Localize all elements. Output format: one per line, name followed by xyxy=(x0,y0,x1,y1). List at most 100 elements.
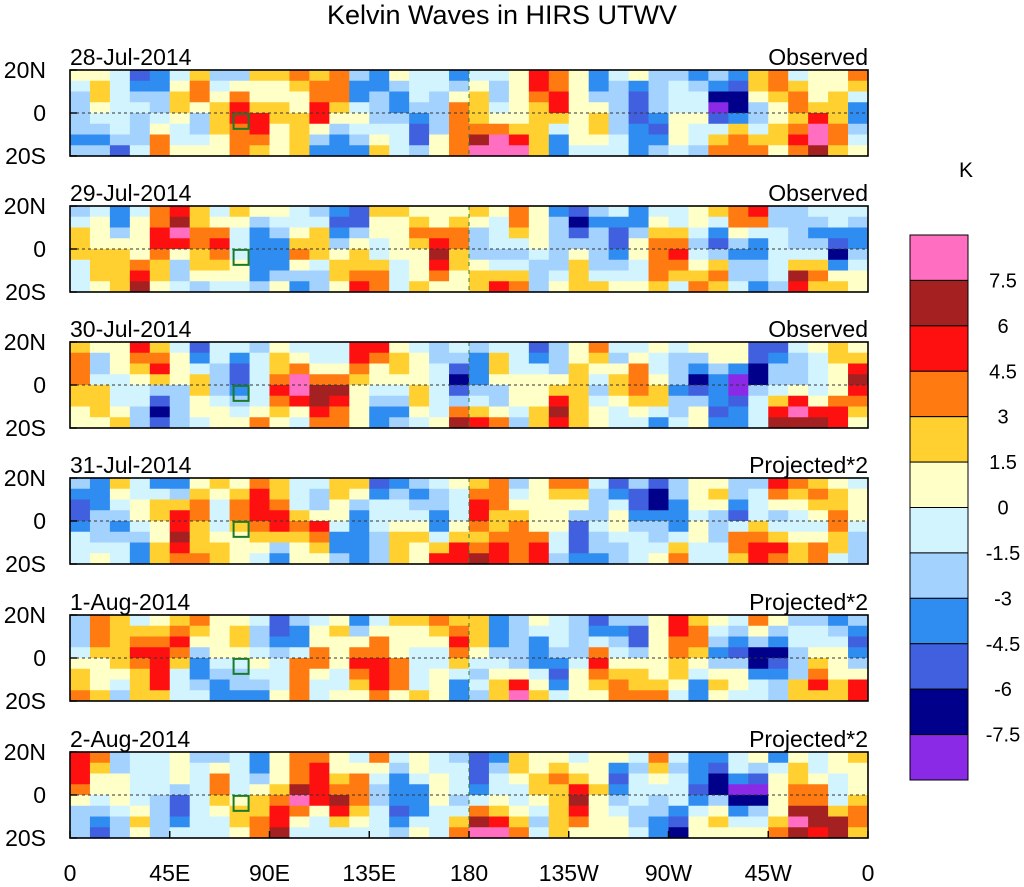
field-cell xyxy=(628,827,649,839)
field-cell xyxy=(508,658,530,670)
field-cell xyxy=(768,762,789,774)
field-cell xyxy=(329,134,350,146)
field-cell xyxy=(269,510,290,522)
field-cell xyxy=(429,249,450,261)
field-cell xyxy=(469,80,490,92)
field-cell xyxy=(89,91,111,103)
field-cell xyxy=(848,668,869,680)
field-cell xyxy=(668,553,689,565)
field-cell xyxy=(628,805,649,817)
field-cell xyxy=(389,679,410,691)
panel-kind: Projected*2 xyxy=(749,452,868,478)
colorbar-segment xyxy=(909,370,969,418)
field-cell xyxy=(688,206,709,218)
field-cell xyxy=(648,499,669,511)
field-cell xyxy=(369,102,390,114)
field-cell xyxy=(728,805,749,817)
field-cell xyxy=(289,227,310,239)
field-cell xyxy=(109,249,131,261)
field-cell xyxy=(349,102,370,114)
field-cell xyxy=(728,784,749,796)
field-cell xyxy=(488,542,510,554)
field-cell xyxy=(289,113,310,125)
field-cell xyxy=(289,91,310,103)
field-cell xyxy=(588,342,610,354)
field-cell xyxy=(469,249,490,261)
field-cell xyxy=(469,385,490,397)
field-cell xyxy=(229,374,250,386)
field-cell xyxy=(528,805,550,817)
field-cell xyxy=(349,206,370,218)
field-cell xyxy=(109,521,131,533)
field-cell xyxy=(508,102,530,114)
field-cell xyxy=(568,762,590,774)
field-cell xyxy=(628,134,649,146)
field-cell xyxy=(269,752,290,764)
field-cell xyxy=(708,510,729,522)
field-cell xyxy=(668,249,689,261)
field-cell xyxy=(209,510,230,522)
field-cell xyxy=(329,406,350,418)
field-cell xyxy=(109,70,131,82)
field-cell xyxy=(828,488,849,500)
panel-date: 29-Jul-2014 xyxy=(70,180,192,206)
field-cell xyxy=(249,510,270,522)
field-cell xyxy=(688,510,709,522)
field-cell xyxy=(628,636,649,648)
field-cell xyxy=(429,70,450,82)
field-cell xyxy=(748,690,769,702)
field-cell xyxy=(169,827,191,839)
field-cell xyxy=(289,352,310,364)
field-cell xyxy=(129,510,151,522)
field-cell xyxy=(688,805,709,817)
field-cell xyxy=(269,553,290,565)
field-cell xyxy=(129,679,151,691)
field-cell xyxy=(548,102,570,114)
field-cell xyxy=(349,762,370,774)
field-cell xyxy=(129,690,151,702)
field-cell xyxy=(70,342,91,354)
field-cell xyxy=(808,752,829,764)
field-cell xyxy=(788,510,809,522)
field-cell xyxy=(688,102,709,114)
field-cell xyxy=(169,658,191,670)
field-cell xyxy=(349,281,370,293)
field-cell xyxy=(788,281,809,293)
field-cell xyxy=(70,553,91,565)
field-cell xyxy=(289,374,310,386)
field-cell xyxy=(848,690,869,702)
field-cell xyxy=(249,816,270,828)
field-cell xyxy=(768,773,789,785)
field-cell xyxy=(668,102,689,114)
field-cell xyxy=(109,134,131,146)
field-cell xyxy=(548,690,570,702)
field-cell xyxy=(648,80,669,92)
field-cell xyxy=(169,70,191,82)
field-cell xyxy=(129,615,151,627)
field-cell xyxy=(488,342,510,354)
field-cell xyxy=(648,123,669,135)
field-cell xyxy=(409,270,430,282)
field-cell xyxy=(70,123,91,135)
field-cell xyxy=(608,395,629,407)
field-cell xyxy=(70,647,91,659)
field-cell xyxy=(568,553,590,565)
field-cell xyxy=(808,70,829,82)
field-cell xyxy=(349,216,370,228)
field-cell xyxy=(469,499,490,511)
field-cell xyxy=(748,615,769,627)
field-cell xyxy=(329,805,350,817)
field-cell xyxy=(70,679,91,691)
field-cell xyxy=(329,636,350,648)
field-cell xyxy=(149,281,171,293)
field-cell xyxy=(169,625,191,637)
field-cell xyxy=(349,827,370,839)
field-cell xyxy=(528,542,550,554)
field-cell xyxy=(848,636,869,648)
field-cell xyxy=(728,488,749,500)
field-cell xyxy=(608,488,629,500)
field-cell xyxy=(688,70,709,82)
field-cell xyxy=(508,531,530,543)
field-cell xyxy=(169,499,191,511)
